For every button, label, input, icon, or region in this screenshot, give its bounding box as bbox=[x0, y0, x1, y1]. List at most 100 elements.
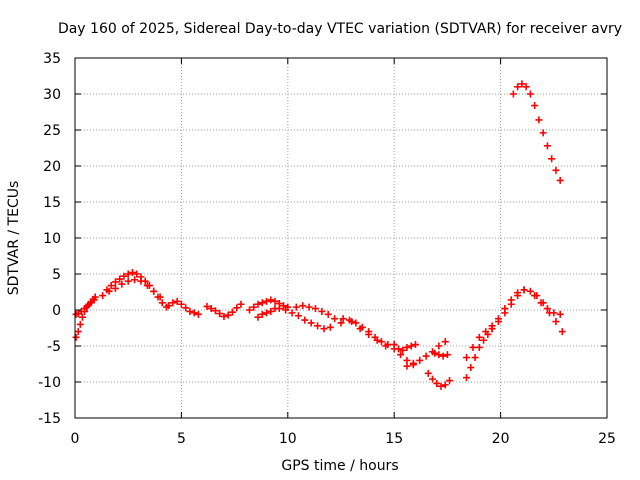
data-points bbox=[72, 80, 566, 390]
y-tick-label: 20 bbox=[43, 159, 61, 175]
data-point bbox=[254, 313, 262, 321]
data-point bbox=[314, 322, 322, 330]
data-point bbox=[288, 309, 296, 317]
x-tick-label: 20 bbox=[492, 431, 510, 447]
series-arc-2 bbox=[72, 296, 98, 318]
data-point bbox=[78, 313, 86, 321]
y-tick-label: -10 bbox=[38, 375, 61, 391]
data-point bbox=[443, 351, 451, 359]
data-point bbox=[339, 315, 347, 323]
data-point bbox=[552, 318, 560, 326]
data-point bbox=[475, 343, 483, 351]
data-point bbox=[173, 297, 181, 305]
data-point bbox=[463, 374, 471, 382]
data-point bbox=[203, 302, 211, 310]
data-point bbox=[220, 312, 228, 320]
series-arc-6 bbox=[203, 300, 245, 320]
data-point bbox=[494, 315, 502, 323]
data-point bbox=[211, 307, 219, 315]
data-point bbox=[237, 300, 245, 308]
data-point bbox=[535, 116, 543, 124]
data-point bbox=[326, 323, 334, 331]
data-point bbox=[254, 300, 262, 308]
x-tick-label: 0 bbox=[71, 431, 80, 447]
series-arc-21 bbox=[509, 80, 564, 184]
data-point bbox=[531, 292, 539, 300]
data-point bbox=[514, 83, 522, 91]
data-point bbox=[267, 307, 275, 315]
data-point bbox=[435, 342, 443, 350]
y-tick-labels: -15 -10 -5 0 5 10 15 20 25 30 35 bbox=[38, 51, 61, 427]
data-point bbox=[399, 346, 407, 354]
grid-lines bbox=[75, 58, 607, 418]
data-point bbox=[352, 319, 360, 327]
data-point bbox=[403, 343, 411, 351]
chart-title: Day 160 of 2025, Sidereal Day-to-day VTE… bbox=[58, 21, 622, 37]
data-point bbox=[518, 80, 526, 88]
x-tick-label: 15 bbox=[385, 431, 403, 447]
data-point bbox=[120, 272, 128, 280]
data-point bbox=[501, 305, 509, 313]
data-point bbox=[509, 90, 517, 98]
data-point bbox=[435, 351, 443, 359]
data-point bbox=[74, 328, 82, 336]
data-point bbox=[537, 299, 545, 307]
data-point bbox=[124, 277, 132, 285]
data-point bbox=[475, 333, 483, 341]
data-point bbox=[433, 379, 441, 387]
data-point bbox=[165, 302, 173, 310]
data-point bbox=[409, 359, 417, 367]
series-arc-4 bbox=[105, 276, 164, 301]
data-point bbox=[169, 299, 177, 307]
data-point bbox=[116, 275, 124, 283]
data-point bbox=[424, 369, 432, 377]
data-point bbox=[207, 305, 215, 313]
data-point bbox=[107, 282, 115, 290]
data-point bbox=[143, 282, 151, 290]
data-point bbox=[258, 310, 266, 318]
y-tick-label: 25 bbox=[43, 123, 61, 139]
data-point bbox=[118, 280, 126, 288]
data-point bbox=[90, 296, 98, 304]
data-point bbox=[556, 176, 564, 184]
data-point bbox=[294, 312, 302, 320]
data-point bbox=[263, 309, 271, 317]
data-point bbox=[267, 296, 275, 304]
data-point bbox=[76, 320, 84, 328]
data-point bbox=[526, 287, 534, 295]
data-point bbox=[156, 293, 164, 301]
data-point bbox=[543, 305, 551, 313]
data-point bbox=[331, 315, 339, 323]
data-point bbox=[190, 309, 198, 317]
series-arc-12 bbox=[348, 318, 390, 350]
series-arc-9 bbox=[275, 305, 334, 333]
data-point bbox=[514, 289, 522, 297]
data-point bbox=[186, 307, 194, 315]
data-point bbox=[407, 342, 415, 350]
data-point bbox=[133, 270, 141, 278]
data-point bbox=[431, 349, 439, 357]
data-point bbox=[422, 352, 430, 360]
data-point bbox=[72, 333, 80, 341]
data-point bbox=[469, 343, 477, 351]
data-point bbox=[446, 377, 454, 385]
x-tick-labels: 0 5 10 15 20 25 bbox=[71, 431, 616, 447]
data-point bbox=[441, 338, 449, 346]
data-point bbox=[377, 338, 385, 346]
data-point bbox=[182, 304, 190, 312]
data-point bbox=[394, 345, 402, 353]
series-arc-8 bbox=[254, 305, 279, 321]
data-point bbox=[552, 166, 560, 174]
data-point bbox=[177, 300, 185, 308]
y-tick-label: 5 bbox=[52, 267, 61, 283]
data-point bbox=[228, 308, 236, 316]
data-point bbox=[216, 310, 224, 318]
data-point bbox=[150, 287, 158, 295]
data-point bbox=[271, 297, 279, 305]
data-point bbox=[403, 362, 411, 370]
data-point bbox=[558, 328, 566, 336]
data-point bbox=[275, 305, 283, 313]
data-point bbox=[526, 90, 534, 98]
data-point bbox=[111, 278, 119, 286]
data-point bbox=[356, 325, 364, 333]
